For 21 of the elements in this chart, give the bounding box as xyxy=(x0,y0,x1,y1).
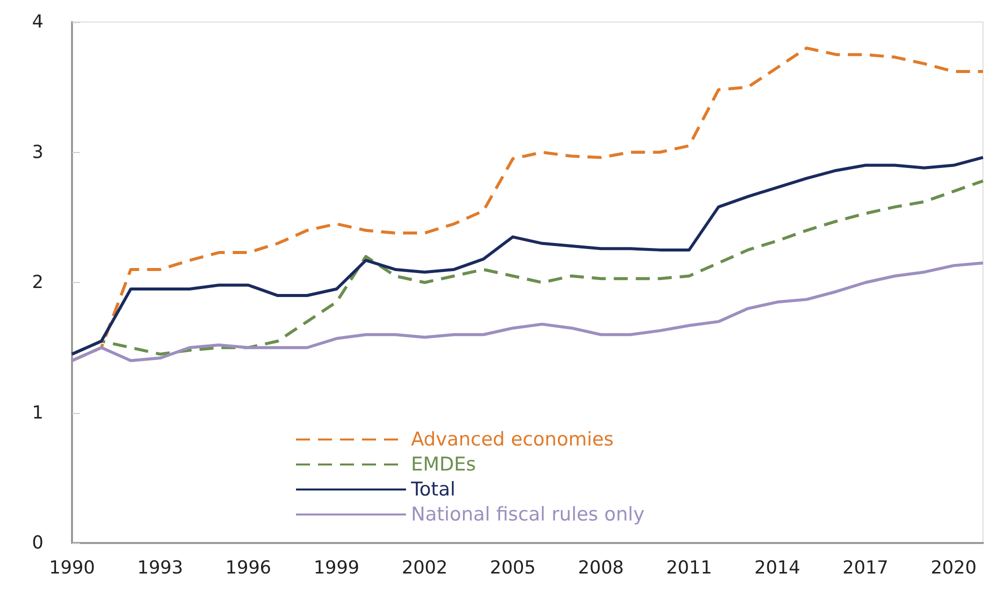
x-tick-label: 2008 xyxy=(578,558,624,578)
text: National fiscal rules only xyxy=(411,504,644,526)
x-tick-label: 2002 xyxy=(402,558,448,578)
text: Advanced economies xyxy=(411,428,614,450)
x-tick-label: 1996 xyxy=(225,558,272,578)
y-tick-label: 0 xyxy=(32,532,44,554)
x-tick-label: 2020 xyxy=(930,558,977,578)
x-tick-label: 2011 xyxy=(666,558,712,578)
x-tick-label: 2005 xyxy=(490,558,536,578)
line-series xyxy=(70,261,984,362)
y-tick-label: 4 xyxy=(32,12,44,32)
x-tick-label: 1993 xyxy=(137,558,184,578)
x-tick-label: 2017 xyxy=(842,558,888,578)
x-tick-label: 1990 xyxy=(49,558,95,578)
y-tick-label: 1 xyxy=(32,402,44,424)
y-tick-label: 3 xyxy=(32,142,44,163)
x-tick-label: 1999 xyxy=(314,558,360,578)
text: EMDEs xyxy=(411,454,476,476)
x-tick-label: 2014 xyxy=(754,558,800,578)
text: Total xyxy=(410,478,456,500)
y-tick-label: 2 xyxy=(32,272,44,293)
